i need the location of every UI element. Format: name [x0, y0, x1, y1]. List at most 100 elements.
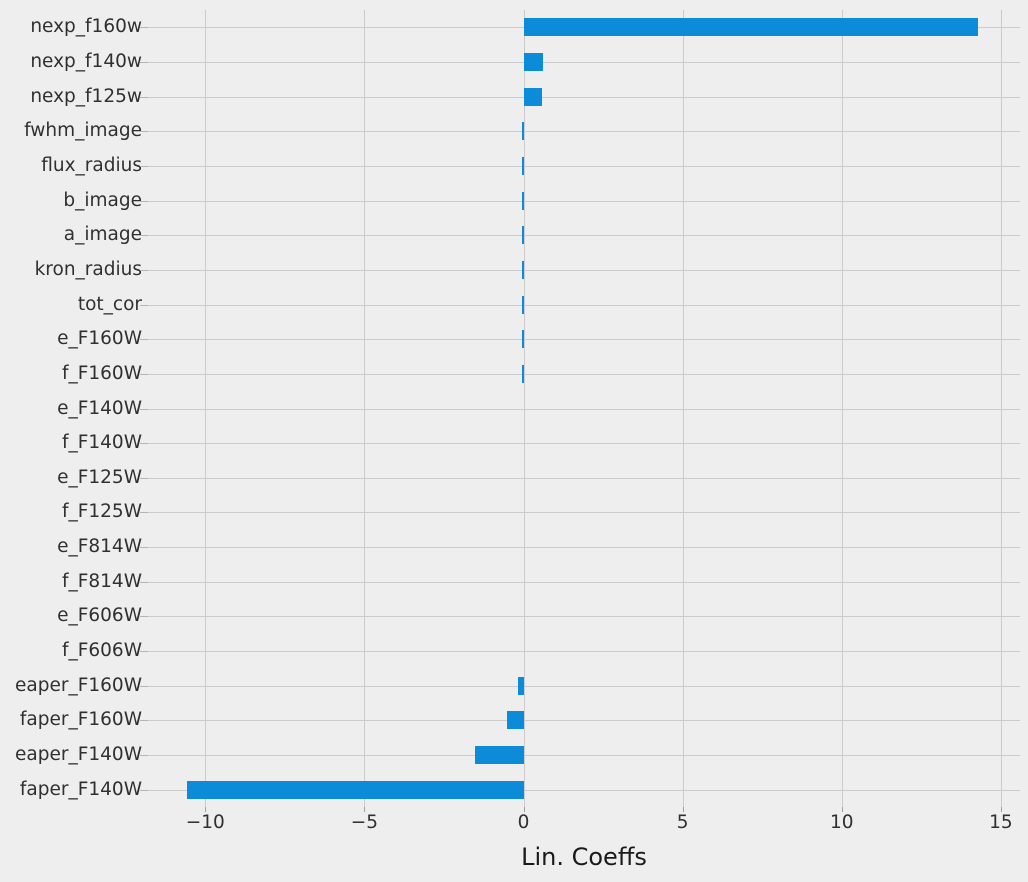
bar — [523, 87, 542, 106]
gridline-horizontal — [148, 582, 1020, 583]
bar — [521, 330, 524, 349]
gridline-vertical — [682, 10, 684, 807]
gridline-vertical — [364, 10, 366, 807]
y-tick-label: e_F160W — [57, 327, 142, 349]
y-tick-mark — [140, 27, 148, 28]
y-tick-mark — [140, 512, 148, 513]
y-tick-label: eaper_F160W — [15, 674, 142, 696]
gridline-horizontal — [148, 512, 1020, 513]
gridline-horizontal — [148, 409, 1020, 410]
bar — [521, 226, 524, 245]
bar — [521, 156, 524, 175]
gridline-vertical — [841, 10, 843, 807]
y-tick-mark — [140, 582, 148, 583]
gridline-horizontal — [148, 616, 1020, 617]
x-tick-mark — [841, 807, 843, 812]
y-tick-mark — [140, 201, 148, 202]
y-tick-mark — [140, 616, 148, 617]
gridline-horizontal — [148, 131, 1020, 132]
y-tick-mark — [140, 166, 148, 167]
gridline-horizontal — [148, 235, 1020, 236]
y-tick-mark — [140, 547, 148, 548]
y-tick-mark — [140, 651, 148, 652]
y-tick-mark — [140, 270, 148, 271]
gridline-horizontal — [148, 62, 1020, 63]
y-tick-label: f_F160W — [61, 362, 142, 384]
gridline-vertical — [523, 10, 525, 807]
y-tick-label: nexp_f140w — [30, 50, 142, 72]
bar — [521, 364, 524, 383]
gridline-vertical — [205, 10, 207, 807]
y-tick-label: e_F125W — [57, 466, 142, 488]
bar — [518, 676, 524, 695]
y-tick-label: kron_radius — [34, 258, 142, 280]
y-tick-label: nexp_f160w — [30, 16, 142, 38]
y-tick-label: nexp_f125w — [30, 85, 142, 107]
gridline-horizontal — [148, 790, 1020, 791]
x-tick-mark — [682, 807, 684, 812]
y-tick-mark — [140, 97, 148, 98]
y-tick-mark — [140, 720, 148, 721]
gridline-horizontal — [148, 443, 1020, 444]
plot-area — [148, 10, 1020, 807]
x-axis-label: Lin. Coeffs — [521, 843, 647, 871]
gridline-horizontal — [148, 339, 1020, 340]
x-tick-label: 0 — [517, 812, 530, 833]
y-tick-label: f_F140W — [61, 431, 142, 453]
bar — [506, 711, 524, 730]
y-tick-label: faper_F160W — [19, 709, 142, 731]
y-tick-mark — [140, 686, 148, 687]
y-tick-label: eaper_F140W — [15, 743, 142, 765]
gridline-horizontal — [148, 478, 1020, 479]
y-tick-mark — [140, 790, 148, 791]
bar — [521, 260, 524, 279]
y-tick-mark — [140, 62, 148, 63]
gridline-horizontal — [148, 755, 1020, 756]
y-tick-label: e_F814W — [57, 535, 142, 557]
y-tick-mark — [140, 131, 148, 132]
y-tick-mark — [140, 478, 148, 479]
y-tick-mark — [140, 235, 148, 236]
y-tick-mark — [140, 305, 148, 306]
y-tick-label: e_F140W — [57, 397, 142, 419]
gridline-horizontal — [148, 166, 1020, 167]
y-tick-label: a_image — [63, 223, 142, 245]
bar — [523, 52, 544, 71]
gridline-horizontal — [148, 97, 1020, 98]
x-tick-mark — [523, 807, 525, 812]
x-tick-label: −10 — [185, 812, 225, 833]
y-tick-label: b_image — [63, 189, 142, 211]
x-tick-label: −5 — [350, 812, 379, 833]
bar — [475, 746, 524, 765]
y-tick-label: f_F606W — [61, 639, 142, 661]
gridline-vertical — [1000, 10, 1002, 807]
x-tick-mark — [364, 807, 366, 812]
gridline-horizontal — [148, 547, 1020, 548]
y-tick-label: f_F814W — [61, 570, 142, 592]
x-tick-mark — [205, 807, 207, 812]
y-tick-mark — [140, 374, 148, 375]
bar — [186, 780, 524, 799]
y-tick-label: flux_radius — [41, 154, 142, 176]
x-tick-label: 5 — [676, 812, 689, 833]
gridline-horizontal — [148, 305, 1020, 306]
x-tick-mark — [1000, 807, 1002, 812]
y-tick-mark — [140, 443, 148, 444]
y-tick-label: e_F606W — [57, 605, 142, 627]
gridline-horizontal — [148, 201, 1020, 202]
y-tick-label: faper_F140W — [19, 778, 142, 800]
bar — [521, 295, 524, 314]
gridline-horizontal — [148, 270, 1020, 271]
bar — [521, 122, 524, 141]
gridline-horizontal — [148, 686, 1020, 687]
bar — [523, 18, 978, 37]
gridline-horizontal — [148, 374, 1020, 375]
x-tick-label: 15 — [989, 812, 1013, 833]
y-tick-label: tot_cor — [77, 293, 142, 315]
y-tick-label: fwhm_image — [24, 120, 142, 142]
y-tick-mark — [140, 409, 148, 410]
y-tick-mark — [140, 339, 148, 340]
x-tick-label: 10 — [829, 812, 854, 833]
y-tick-mark — [140, 755, 148, 756]
